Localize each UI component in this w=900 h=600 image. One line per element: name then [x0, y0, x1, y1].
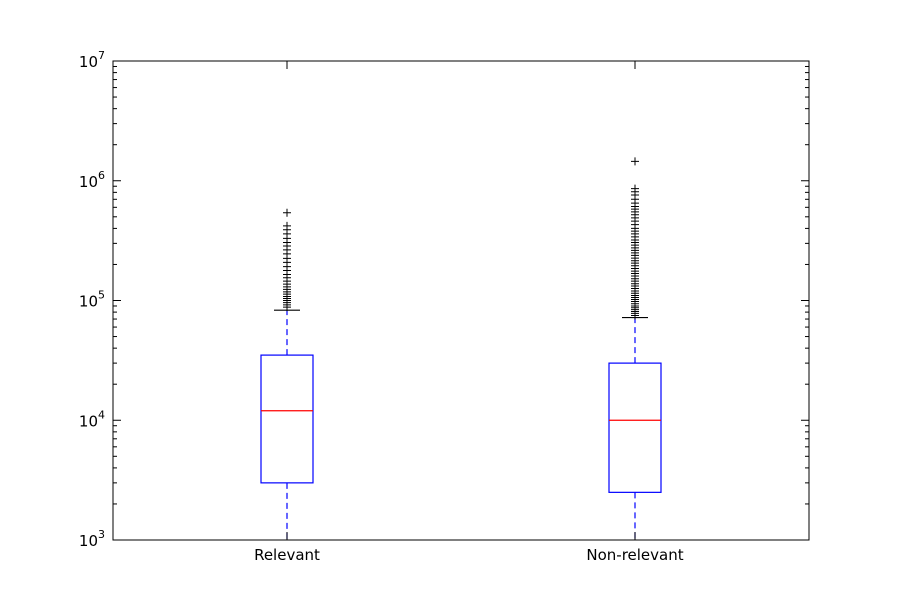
y-tick-label: 107: [79, 49, 105, 71]
y-tick-label-exponent: 5: [98, 289, 105, 302]
box-iqr: [260, 354, 314, 484]
y-tick-label-base: 10: [79, 53, 98, 71]
y-tick-label-base: 10: [79, 412, 98, 430]
x-category-label: Non-relevant: [586, 546, 683, 564]
y-tick-label-base: 10: [79, 293, 98, 311]
outlier-point: [631, 157, 639, 166]
y-tick-label-exponent: 3: [98, 528, 105, 541]
outlier-point: [283, 221, 291, 230]
x-category-label: Relevant: [254, 546, 320, 564]
plot-marks: [260, 157, 662, 540]
y-tick-label-exponent: 4: [98, 408, 105, 421]
y-tick-label: 106: [79, 169, 105, 191]
y-tick-label: 104: [79, 408, 105, 430]
y-tick-label-base: 10: [79, 532, 98, 550]
y-tick-label: 103: [79, 528, 105, 550]
box-group-1: [260, 208, 314, 540]
box-iqr: [608, 362, 662, 493]
y-tick-label-base: 10: [79, 173, 98, 191]
box-group-2: [608, 157, 662, 540]
y-tick-label-exponent: 6: [98, 169, 105, 182]
y-tick-label-exponent: 7: [98, 49, 105, 62]
outlier-point: [283, 208, 291, 217]
y-tick-label: 105: [79, 289, 105, 311]
plot-frame: [112, 60, 810, 541]
outlier-point: [631, 184, 639, 193]
